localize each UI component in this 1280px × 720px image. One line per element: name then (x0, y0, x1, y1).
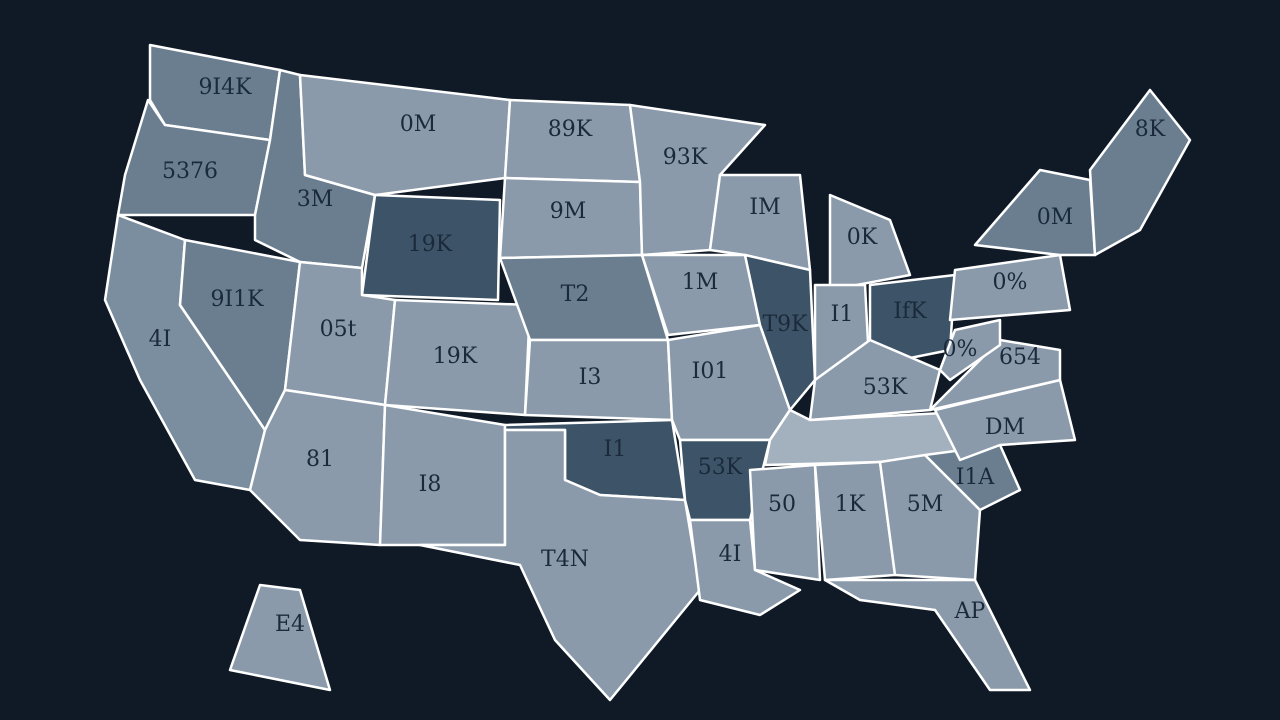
region-label: 4I (719, 542, 742, 567)
region-label: I1A (956, 465, 996, 490)
region (928, 338, 1062, 412)
region (938, 318, 1002, 382)
region-label: T9K (762, 312, 808, 337)
region-label: DM (985, 415, 1025, 440)
region-label: IM (749, 195, 780, 220)
region-label: I1 (831, 302, 854, 327)
region (228, 583, 332, 692)
region-label: 5M (907, 492, 944, 517)
region-label: T2 (561, 282, 590, 307)
region-label: 53K (863, 375, 908, 400)
region (1088, 88, 1192, 257)
region-label: 19K (433, 344, 478, 369)
region-label: I01 (692, 359, 729, 384)
region-label: 19K (408, 232, 453, 257)
region-label: 654 (999, 345, 1041, 370)
region (378, 403, 507, 547)
region-label: 81 (306, 447, 334, 472)
region-label: 5376 (162, 159, 218, 184)
region (948, 253, 1072, 322)
region (823, 578, 1032, 692)
region-label: 0% (943, 337, 978, 362)
region-label: 9I4K (198, 75, 252, 100)
region-label: 50 (768, 492, 796, 517)
region-label: T4N (541, 547, 589, 572)
region-label: 0% (993, 270, 1028, 295)
region-label: 93K (663, 145, 708, 170)
region-label: IfK (893, 299, 927, 324)
region-label: 53K (698, 455, 743, 480)
region (748, 463, 822, 582)
region-label: E4 (275, 612, 305, 637)
region-label: 8K (1135, 117, 1166, 142)
region (868, 273, 957, 362)
region-label: 1K (835, 492, 866, 517)
region-label: I1 (604, 437, 627, 462)
region-label: 0M (1037, 205, 1074, 230)
region-label: 05t (320, 317, 357, 342)
region-label: I3 (579, 365, 602, 390)
region-label: AP (954, 599, 986, 624)
region-label: 4I (149, 327, 172, 352)
region (808, 338, 942, 422)
region (688, 518, 802, 617)
region-label: 9I1K (210, 287, 264, 312)
region-label: 0M (400, 112, 437, 137)
region (743, 253, 817, 412)
region (828, 193, 912, 292)
region-label: I8 (419, 472, 442, 497)
region-label: 89K (548, 117, 593, 142)
region (360, 193, 502, 302)
region (418, 428, 702, 702)
region (298, 73, 512, 197)
region-label: 1M (682, 270, 719, 295)
region-label: 9M (550, 199, 587, 224)
region-label: 0K (847, 225, 878, 250)
region-label: 3M (297, 187, 334, 212)
